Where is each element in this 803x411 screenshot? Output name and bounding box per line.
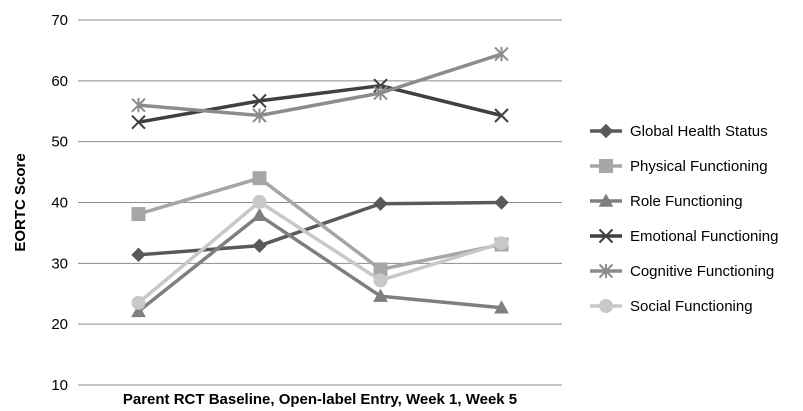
data-point-0-0 [131,247,146,263]
data-point-0-2 [373,196,388,211]
legend-label-1: Physical Functioning [630,158,768,175]
series-2 [131,207,509,318]
legend-label-3: Emotional Functioning [630,228,778,245]
y-tick-label-40: 40 [51,195,68,212]
series-4 [131,46,509,123]
legend-label-2: Role Functioning [630,193,743,210]
data-point-3-1 [252,93,267,109]
y-axis-title: EORTC Score [12,153,29,251]
legend-item-2: Role Functioning [590,193,743,210]
y-tick-label-30: 30 [51,255,68,272]
data-point-3-3 [494,108,509,123]
legend-marker-4 [598,263,614,279]
series-0 [131,195,509,263]
data-point-2-0 [131,303,146,318]
data-point-5-2 [373,273,388,288]
data-point-2-2 [373,288,388,302]
series-line-5 [137,200,503,305]
data-point-4-0 [131,97,146,113]
legend: Global Health Status Physical Functioning… [590,123,778,315]
series-line-0 [138,200,502,257]
legend-label-0: Global Health Status [630,123,768,140]
data-point-2-1 [252,207,267,221]
legend-marker-5 [599,299,613,313]
data-point-0-1 [252,238,267,253]
data-point-4-1 [252,108,267,123]
data-point-1-1 [252,171,267,186]
data-point-1-0 [131,207,146,222]
series-line-4 [138,52,503,118]
y-tick-label-20: 20 [51,316,68,333]
legend-label-4: Cognitive Functioning [630,263,774,280]
legend-item-0: Global Health Status [590,123,768,140]
y-tick-label-70: 70 [51,12,68,29]
data-point-5-1 [252,194,267,209]
legend-marker-3 [598,228,614,244]
data-point-0-3 [494,195,509,210]
data-point-2-3 [494,300,509,314]
y-tick-label-50: 50 [51,134,68,151]
y-tick-label-60: 60 [51,73,68,90]
gridlines [78,19,562,325]
data-point-4-2 [373,85,388,101]
series-line-2 [137,213,502,313]
y-tick-label-10: 10 [51,377,68,394]
data-point-3-0 [131,114,146,130]
series-lines [131,46,509,318]
legend-item-1: Physical Functioning [590,158,768,175]
legend-marker-0 [598,123,614,139]
legend-label-5: Social Functioning [630,298,753,315]
legend-marker-1 [599,159,613,173]
legend-item-4: Cognitive Functioning [590,263,774,280]
legend-item-5: Social Functioning [590,298,753,315]
x-axis-title: Parent RCT Baseline, Open-label Entry, W… [123,391,517,408]
data-point-4-3 [494,46,509,62]
series-line-1 [138,176,502,272]
legend-marker-2 [598,193,614,207]
y-axis-ticks: 10 20 30 40 50 60 70 [51,12,68,394]
legend-item-3: Emotional Functioning [590,228,778,245]
data-point-5-0 [131,295,146,310]
series-5 [131,194,509,310]
data-point-5-3 [494,236,509,251]
